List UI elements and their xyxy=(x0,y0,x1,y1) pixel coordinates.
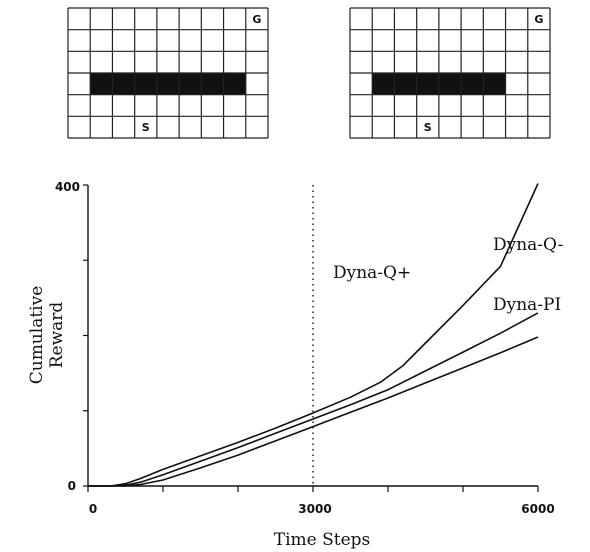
maze-wall xyxy=(90,73,246,95)
maze-panel-1: GS xyxy=(67,7,269,139)
maze-start-label: S xyxy=(424,121,432,134)
y-tick-0: 0 xyxy=(68,479,76,493)
y-axis-label-line1: Cumulative xyxy=(27,286,47,385)
series-line-dyna-pi xyxy=(88,336,539,487)
y-axis-label-line2: Reward xyxy=(47,302,67,369)
maze-start-label: S xyxy=(142,121,150,134)
series-label-dyna-q-minus: Dyna-Q- xyxy=(493,235,563,255)
x-tick-0: 0 xyxy=(89,502,97,516)
y-tick-400: 400 xyxy=(55,180,80,194)
maze-goal-label: G xyxy=(534,13,543,26)
series-line-dyna-q-plus xyxy=(88,183,539,487)
x-tick-6000: 6000 xyxy=(521,502,554,516)
series-label-dyna-q-plus: Dyna-Q+ xyxy=(333,263,411,283)
series-lines xyxy=(88,183,539,487)
maze-panel-2: GS xyxy=(349,7,551,139)
x-tick-3000: 3000 xyxy=(298,502,331,516)
series-label-dyna-pi: Dyna-PI xyxy=(493,295,561,315)
series-line-dyna-q-minus xyxy=(88,312,539,487)
chart-axes xyxy=(83,184,539,492)
x-axis-label: Time Steps xyxy=(274,530,371,550)
maze-goal-label: G xyxy=(252,13,261,26)
cumulative-reward-chart: 400 0 0 3000 6000 Time Steps Cumulative … xyxy=(27,180,563,550)
